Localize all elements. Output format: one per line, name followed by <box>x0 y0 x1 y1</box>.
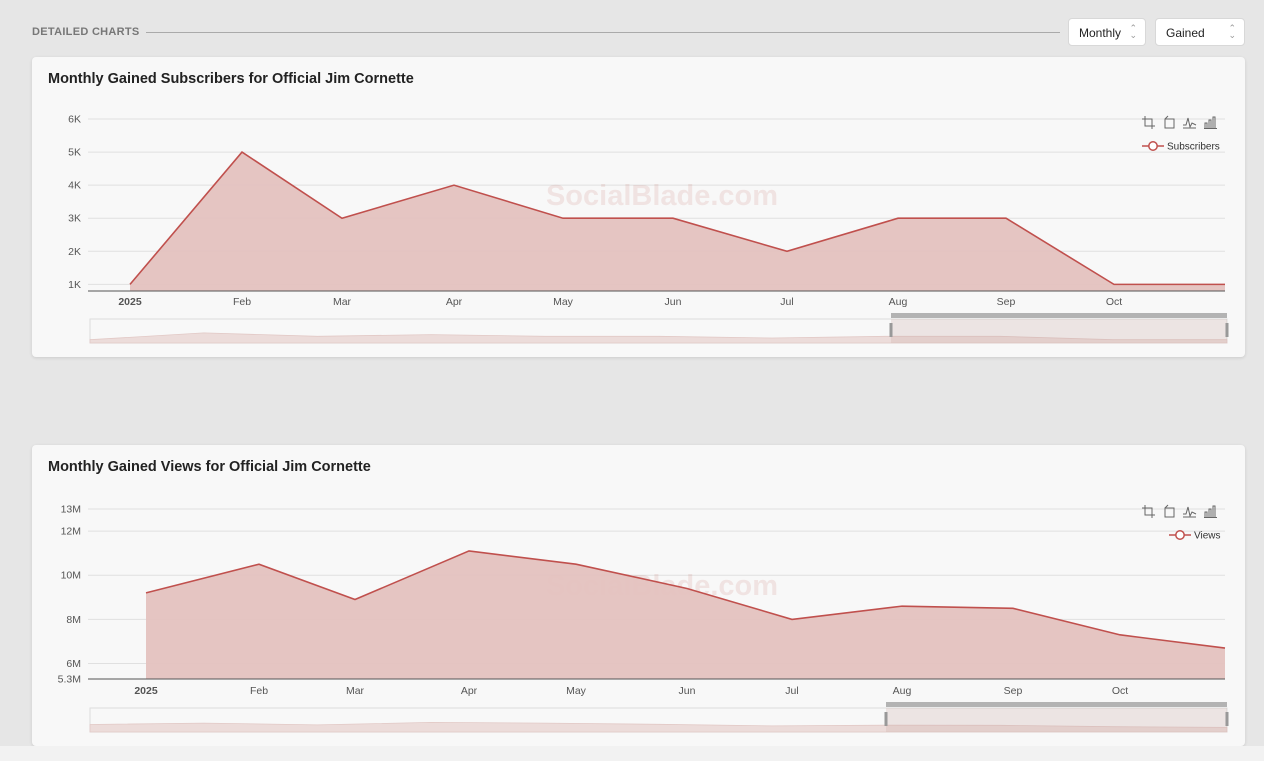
subscribers-chart-card: Monthly Gained Subscribers for Official … <box>32 57 1245 357</box>
zoom-selection[interactable] <box>886 708 1227 732</box>
zoom-handle-right[interactable] <box>1225 712 1229 726</box>
bar-chart-icon[interactable] <box>1204 116 1217 129</box>
y-tick-label: 8M <box>66 614 81 626</box>
subscribers-chart: 1K 2K 3K 4K 5K 6K SocialBlade.com 2025 Feb Mar Apr… <box>68 114 1229 344</box>
x-tick-label: Jul <box>780 296 793 308</box>
watermark: SocialBlade.com <box>546 180 778 212</box>
legend-marker <box>1148 141 1158 151</box>
y-tick-label: 6K <box>68 114 81 126</box>
zoom-navigator-series <box>89 721 1228 733</box>
zoom-reset-icon[interactable] <box>1164 115 1175 129</box>
x-tick-label: May <box>566 685 587 697</box>
chart-title: Monthly Gained Subscribers for Official … <box>48 71 414 87</box>
detailed-charts-header: DETAILED CHARTS Monthly ⌃ ⌄ Gained ⌃ ⌄ <box>32 18 1245 48</box>
legend-label[interactable]: Views <box>1194 531 1221 542</box>
zoom-handle-right[interactable] <box>1225 323 1229 337</box>
x-tick-label: Mar <box>346 685 365 697</box>
y-tick-label: 4K <box>68 180 81 192</box>
x-tick-label: 2025 <box>118 296 142 308</box>
y-tick-label: 2K <box>68 246 81 258</box>
x-tick-label: May <box>553 296 574 308</box>
section-label: DETAILED CHARTS <box>32 26 140 38</box>
line-chart-icon[interactable] <box>1183 506 1197 518</box>
x-tick-label: Sep <box>1004 685 1023 697</box>
series-area <box>146 550 1225 679</box>
line-chart-icon[interactable] <box>1183 117 1197 129</box>
views-chart: 5.3M6M8M10M12M13MSocialBlade.com2025FebM… <box>58 504 1229 733</box>
zoom-handle-left[interactable] <box>884 712 888 726</box>
metric-select-value: Gained <box>1166 26 1205 40</box>
y-tick-label: 5K <box>68 147 81 159</box>
x-tick-label: Oct <box>1106 296 1122 308</box>
zoom-selection[interactable] <box>891 319 1227 343</box>
chevron-updown-icon: ⌃ ⌄ <box>1228 23 1236 40</box>
y-tick-label: 12M <box>61 526 81 538</box>
legend-marker <box>1175 530 1185 540</box>
series-area <box>130 152 1225 291</box>
section-divider <box>146 32 1060 33</box>
x-tick-label: Apr <box>461 685 478 697</box>
period-select-value: Monthly <box>1079 26 1122 40</box>
x-tick-label: Feb <box>250 685 268 697</box>
period-select[interactable]: Monthly ⌃ ⌄ <box>1068 18 1146 46</box>
zoom-select-icon[interactable] <box>1142 505 1155 518</box>
zoom-handle-left[interactable] <box>889 323 893 337</box>
zoom-selection-bar[interactable] <box>886 702 1227 707</box>
x-tick-label: Jun <box>665 296 682 308</box>
x-tick-label: Aug <box>893 685 912 697</box>
x-tick-label: Jun <box>679 685 696 697</box>
x-tick-label: Apr <box>446 296 463 308</box>
y-tick-label: 5.3M <box>58 674 81 686</box>
y-tick-label: 10M <box>61 570 81 582</box>
x-tick-label: 2025 <box>134 685 158 697</box>
y-tick-label: 13M <box>61 504 81 516</box>
x-tick-label: Oct <box>1112 685 1128 697</box>
x-tick-label: Sep <box>997 296 1016 308</box>
zoom-navigator-series <box>89 332 1228 344</box>
page-footer-strip <box>0 746 1264 761</box>
zoom-select-icon[interactable] <box>1142 116 1155 129</box>
views-chart-card: Monthly Gained Views for Official Jim Co… <box>32 445 1245 746</box>
x-tick-label: Feb <box>233 296 251 308</box>
x-tick-label: Aug <box>889 296 908 308</box>
bar-chart-icon[interactable] <box>1204 505 1217 518</box>
zoom-reset-icon[interactable] <box>1164 504 1175 518</box>
chevron-updown-icon: ⌃ ⌄ <box>1129 23 1137 40</box>
y-tick-label: 1K <box>68 279 81 291</box>
metric-select[interactable]: Gained ⌃ ⌄ <box>1155 18 1245 46</box>
y-tick-label: 3K <box>68 213 81 225</box>
x-tick-label: Mar <box>333 296 352 308</box>
chart-title: Monthly Gained Views for Official Jim Co… <box>48 459 371 475</box>
x-tick-label: Jul <box>785 685 798 697</box>
zoom-selection-bar[interactable] <box>891 313 1227 318</box>
legend-label[interactable]: Subscribers <box>1167 142 1220 153</box>
y-tick-label: 6M <box>66 658 81 670</box>
